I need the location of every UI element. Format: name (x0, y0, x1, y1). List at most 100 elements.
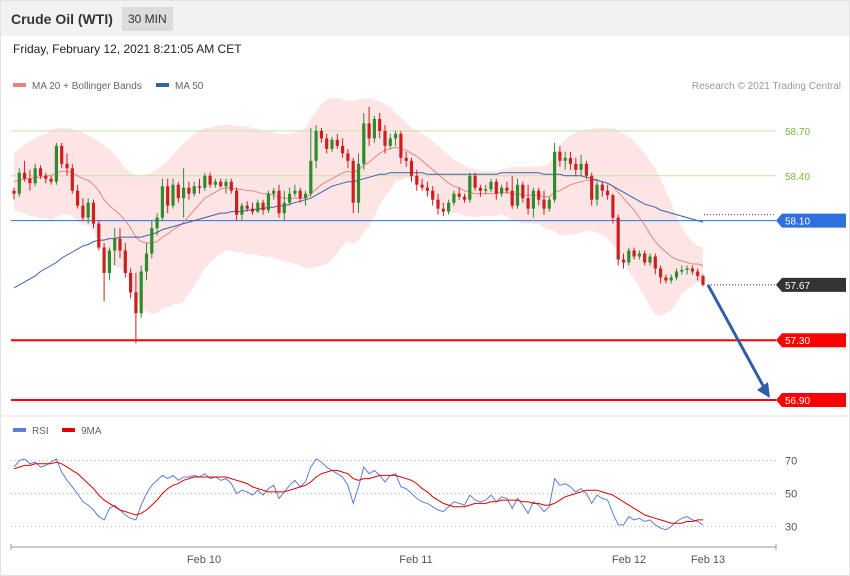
candle-body (38, 168, 43, 176)
candle-body (611, 195, 615, 218)
candle-body (579, 163, 583, 170)
candle-body (166, 186, 170, 206)
candle-body (659, 268, 663, 278)
legend-ma20-swatch (13, 83, 26, 88)
copyright-notice: Research © 2021 Trading Central (691, 81, 841, 92)
x-tick-label: Feb 10 (187, 554, 221, 566)
x-axis: Feb 10 Feb 11 Feb 12 Feb 13 (10, 544, 777, 566)
candle-body (182, 187, 186, 199)
legend-rsi-ma-swatch (62, 428, 75, 433)
candle-body (49, 178, 53, 182)
instrument-title: Crude Oil (WTI) (11, 11, 113, 27)
candle-body (213, 181, 217, 185)
candle-body (293, 190, 297, 194)
candle-body (335, 139, 339, 146)
candle-body (277, 190, 281, 214)
candle-body (510, 190, 514, 206)
candle-body (616, 217, 620, 260)
candle-body (102, 247, 106, 273)
candle-body (372, 118, 376, 139)
candle-body (653, 256, 657, 269)
x-tick-label: Feb 11 (399, 554, 432, 566)
timeframe-badge[interactable]: 30 MIN (122, 7, 173, 31)
support-tag-label-56.90: 56.90 (785, 396, 810, 407)
candle-body (383, 130, 387, 146)
candle-body (17, 172, 21, 194)
candle-body (23, 172, 27, 179)
candle-body (197, 186, 202, 188)
candle-body (118, 238, 122, 251)
rsi-ma-line (13, 461, 703, 524)
candle-body (60, 145, 64, 164)
rsi-tick-label-50: 50 (785, 489, 797, 501)
candle-body (187, 187, 191, 194)
candle-body (160, 186, 164, 218)
support-tag-57.30 (776, 333, 846, 348)
candle-body (266, 193, 270, 211)
last-price-tag (776, 277, 846, 292)
x-tick-label: Feb 12 (612, 554, 646, 566)
candle-body (309, 160, 313, 194)
candle-body (394, 133, 398, 139)
candlesticks (12, 106, 705, 344)
candle-body (531, 190, 535, 209)
candle-body (155, 217, 159, 229)
rsi-tick-label-70: 70 (785, 456, 797, 468)
candle-body (240, 205, 244, 215)
candle-body (123, 250, 127, 273)
support-tag-56.90 (776, 393, 846, 408)
rsi-panel: 70 50 30 (1, 415, 848, 534)
candle-body (319, 130, 323, 139)
candle-body (176, 184, 180, 199)
candle-body (505, 187, 509, 191)
legend-rsi-label: RSI (32, 426, 49, 437)
candle-body (54, 145, 58, 182)
price-tags: 58.70 58.40 58.10 57.67 57.30 56.90 (776, 127, 846, 408)
candle-body (404, 157, 408, 161)
candle-body (542, 199, 546, 209)
legend-rsi-ma-label: 9MA (81, 426, 102, 437)
candle-body (420, 184, 424, 188)
level-label-58.70: 58.70 (785, 127, 810, 138)
candle-body (500, 187, 504, 194)
candle-body (282, 202, 286, 214)
candle-body (314, 130, 318, 161)
candle-body (367, 123, 371, 139)
candle-body (431, 190, 435, 200)
candle-body (203, 175, 207, 188)
candle-body (229, 181, 233, 191)
candle-body (590, 175, 594, 200)
candle-body (192, 186, 196, 194)
candle-body (399, 133, 403, 158)
candle-body (436, 199, 440, 209)
legend-ma20-label: MA 20 + Bollinger Bands (32, 81, 142, 92)
candle-body (261, 202, 265, 211)
candle-body (171, 184, 175, 206)
candle-body (637, 253, 641, 257)
legend-ma20: MA 20 + Bollinger Bands (13, 81, 142, 92)
candle-body (553, 151, 557, 200)
candle-body (388, 138, 392, 146)
candle-body (648, 256, 652, 263)
candle-body (489, 181, 493, 190)
legend-rsi: RSI (13, 426, 49, 437)
candle-body (669, 277, 673, 281)
candle-body (473, 175, 477, 188)
price-levels (11, 130, 776, 402)
candle-body (341, 145, 345, 154)
candle-body (235, 190, 239, 215)
candle-body (701, 275, 705, 285)
candle-body (351, 160, 355, 203)
legend-rsi-swatch (13, 428, 26, 433)
chart-header: Crude Oil (WTI) 30 MIN (1, 1, 849, 36)
candle-body (621, 259, 626, 263)
rsi-line (13, 458, 704, 531)
pivot-tag (776, 213, 846, 228)
candle-body (356, 163, 361, 203)
candle-body (208, 175, 212, 185)
candle-body (245, 205, 249, 209)
candle-body (86, 202, 90, 218)
support-tag-label-57.30: 57.30 (785, 336, 810, 347)
candle-body (526, 198, 530, 209)
candle-body (12, 190, 16, 194)
